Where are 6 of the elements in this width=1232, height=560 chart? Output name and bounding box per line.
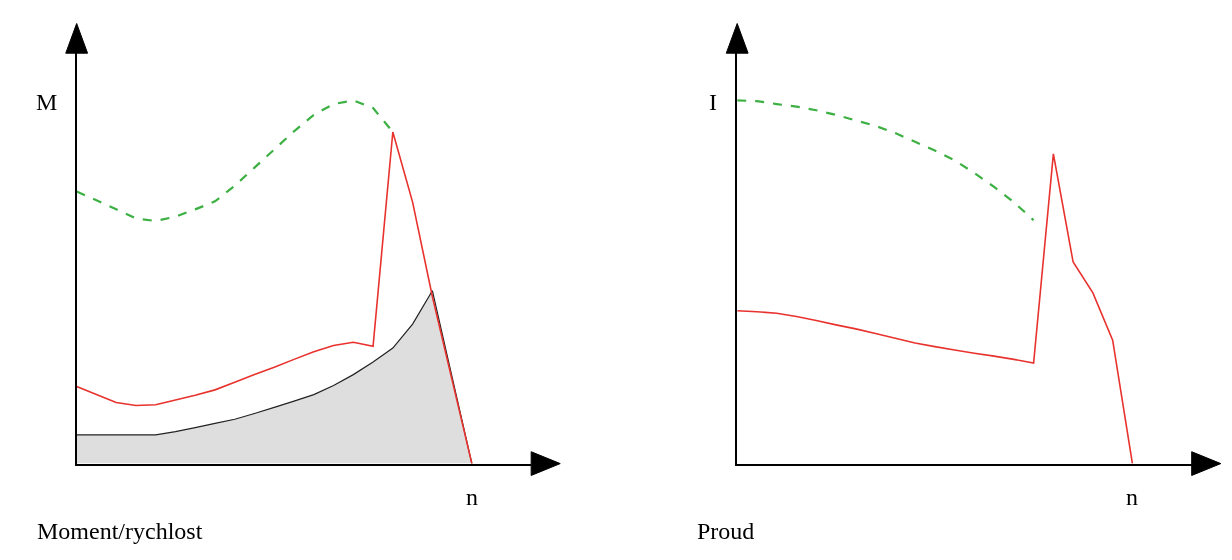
y-axis-title: M [36,89,58,115]
y-axis-title: I [709,89,717,115]
text: Moment/rychlost [37,518,203,544]
text: Proud [697,518,755,544]
x-axis-title: n [466,484,478,510]
x-axis-title: n [1126,484,1138,510]
